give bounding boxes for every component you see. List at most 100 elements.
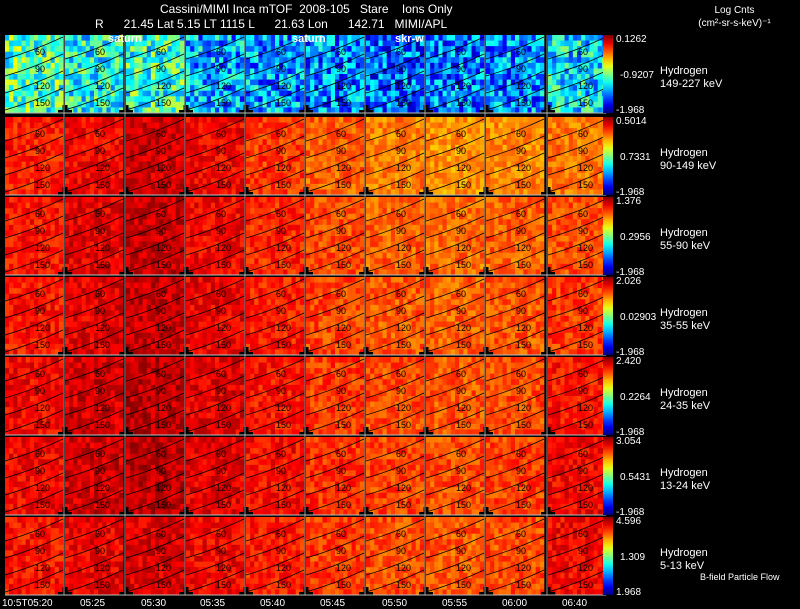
svg-text:150: 150 [35,260,50,270]
svg-text:60: 60 [35,47,45,57]
svg-text:120: 120 [35,243,50,253]
colorbar [603,277,613,355]
svg-text:90: 90 [95,146,105,156]
chart-subtitle: R 21.45 Lat 5.15 LT 1115 L 21.63 Lon 142… [95,17,448,31]
time-axis-label: 05:35 [200,598,226,609]
colorbar-max-label: 4.596 [616,516,642,527]
svg-text:90: 90 [276,146,286,156]
bfield-legend: B-field Particle Flow [700,572,780,582]
energy-band-label: Hydrogen 24-35 keV [660,387,710,413]
svg-text:150: 150 [396,98,411,108]
colorbar-max-label: 0.5014 [616,116,647,127]
svg-text:120: 120 [578,81,593,91]
energy-band-label: Hydrogen 5-13 keV [660,547,708,573]
svg-text:60: 60 [456,129,466,139]
frame-label: saturn [292,33,326,45]
svg-text:150: 150 [578,98,593,108]
svg-text:120: 120 [156,243,171,253]
colorbar [603,437,613,515]
svg-text:60: 60 [156,129,166,139]
colorbar-mid-label: 0.5431 [620,472,651,483]
time-axis-label: 06:00 [502,598,528,609]
colorbar-min-label: -1.968 [616,187,645,198]
svg-text:60: 60 [95,209,105,219]
time-axis-label: 05:45 [320,598,346,609]
svg-text:120: 120 [578,163,593,173]
colorbar-min-label: 1.968 [616,587,642,598]
svg-text:150: 150 [35,180,50,190]
svg-text:150: 150 [516,180,531,190]
frame-label: saturn [108,33,142,45]
colorbar-mid-label: 1.309 [620,552,646,563]
band-species: Hydrogen [660,65,708,77]
svg-text:90: 90 [336,64,346,74]
svg-text:60: 60 [35,209,45,219]
colorbar [603,357,613,435]
frame-label: skr-w [395,33,424,45]
svg-text:150: 150 [276,98,291,108]
svg-text:120: 120 [156,81,171,91]
svg-text:120: 120 [516,163,531,173]
energy-band-label: Hydrogen 13-24 keV [660,467,710,493]
svg-text:120: 120 [156,163,171,173]
svg-text:90: 90 [156,226,166,236]
band-species: Hydrogen [660,147,708,159]
band-species: Hydrogen [660,547,708,559]
svg-text:60: 60 [336,129,346,139]
band-energy: 90-149 keV [660,160,717,172]
svg-text:150: 150 [95,260,110,270]
svg-text:120: 120 [516,81,531,91]
svg-text:120: 120 [95,163,110,173]
svg-text:120: 120 [95,243,110,253]
band-energy: 55-90 keV [660,240,711,252]
svg-text:60: 60 [156,47,166,57]
colorbar [603,117,613,195]
svg-text:90: 90 [216,226,226,236]
time-axis-label: 05:50 [382,598,408,609]
svg-text:150: 150 [336,98,351,108]
svg-text:120: 120 [216,81,231,91]
colorbar-min-label: -1.968 [616,105,645,116]
svg-text:150: 150 [216,98,231,108]
svg-text:120: 120 [396,163,411,173]
svg-text:90: 90 [516,146,526,156]
svg-text:90: 90 [516,64,526,74]
colorbar-max-label: 2.420 [616,356,642,367]
svg-text:90: 90 [336,146,346,156]
svg-text:60: 60 [216,47,226,57]
band-species: Hydrogen [660,387,708,399]
colorbar-mid-label: 0.2956 [620,232,651,243]
band-energy: 5-13 keV [660,560,705,572]
svg-text:150: 150 [156,98,171,108]
svg-text:150: 150 [456,180,471,190]
svg-text:150: 150 [95,98,110,108]
